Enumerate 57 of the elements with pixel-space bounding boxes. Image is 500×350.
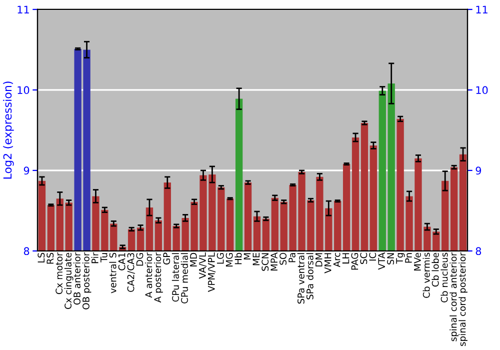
x-tick-label: ME [252, 252, 260, 266]
x-tick-label: CPu medial [180, 253, 188, 304]
x-tick-label: A posterior [154, 252, 163, 303]
x-tick-label: LH [342, 253, 350, 264]
y-axis-title: Log2 (expression) [3, 82, 14, 179]
x-tick-label: LS [38, 252, 45, 262]
x-tick-label: VMH [324, 253, 332, 274]
x-tick-label: OB anterior [73, 252, 80, 305]
x-tick-label: MG [226, 253, 233, 266]
y2-tick-label: 9 [476, 166, 482, 175]
x-tick-label: SPa ventral [297, 253, 304, 304]
x-tick-label: MVe [414, 252, 421, 271]
x-tick-label: PAG [351, 253, 358, 270]
x-tick-label: SO [280, 252, 287, 265]
x-tick-label: Pa [288, 253, 296, 262]
x-tick-label: Cb lobe [432, 252, 439, 287]
y2-tick-label: 11 [476, 6, 488, 14]
y-tick-label: 8 [24, 247, 30, 256]
x-tick-label: Pir [91, 252, 98, 264]
x-tick-label: SPa dorsal [306, 253, 314, 300]
x-tick-label: spinal cord anterior [450, 252, 458, 342]
x-tick-label: Cb nucleus [440, 252, 448, 302]
x-tick-label: MPA [270, 252, 278, 271]
x-tick-label: RS [46, 252, 54, 264]
x-tick-label: IC [369, 252, 376, 261]
x-tick-label: Cx motor [56, 252, 63, 294]
x-tick-label: GP [163, 252, 170, 264]
x-tick-label: SC [360, 252, 368, 264]
x-tick-label: spinal cord posterior [458, 252, 468, 346]
x-tick-label: Hb [234, 252, 242, 264]
x-tick-label: Tu [100, 253, 108, 262]
x-tick-label: A anterior [145, 252, 152, 298]
x-tick-label: Cb vermis [422, 252, 430, 298]
x-tick-label: OB posterior [82, 252, 92, 310]
x-tick-label: CA1 [118, 253, 126, 270]
x-tick-label: VTA [378, 252, 385, 270]
x-tick-label: DG [136, 253, 144, 266]
y2-tick-label: 8 [476, 247, 482, 256]
x-tick-label: Tg [396, 253, 405, 264]
x-tick-label: MD [190, 252, 197, 266]
x-tick-label: Arc [333, 252, 340, 268]
x-tick-label: LG [216, 253, 224, 264]
x-tick-label: VPM/VPL [208, 252, 216, 292]
y2-tick-label: 10 [476, 86, 488, 94]
x-tick-label: Pn [405, 253, 412, 263]
x-tick-label: M [244, 253, 251, 260]
y-tick-label: 11 [18, 6, 29, 14]
y-tick-label: 10 [18, 86, 30, 94]
x-tick-label: SCN [262, 253, 269, 271]
x-tick-label: CPu lateral [172, 253, 180, 302]
x-tick-label: VA/VL [199, 252, 207, 279]
x-tick-label: ventral S [109, 252, 116, 294]
x-tick-label: DM [316, 253, 322, 266]
x-tick-label: SN [387, 253, 394, 264]
y-tick-label: 9 [24, 166, 30, 175]
x-tick-label: Cx cingulate [64, 252, 74, 309]
x-tick-label: CA2/CA3 [127, 253, 135, 292]
